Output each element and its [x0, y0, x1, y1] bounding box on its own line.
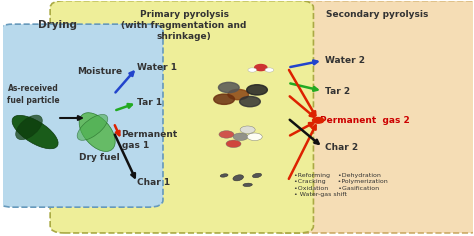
Circle shape: [233, 133, 248, 140]
Text: Water 2: Water 2: [325, 56, 365, 65]
Text: Tar 2: Tar 2: [325, 87, 350, 96]
Text: Water 1: Water 1: [137, 63, 177, 72]
Text: Char 2: Char 2: [325, 143, 358, 152]
Text: •Reforming    •Dehydration
•Cracking      •Polymerization
•Oxidation     •Gasifi: •Reforming •Dehydration •Cracking •Polym…: [294, 173, 387, 197]
Ellipse shape: [12, 115, 58, 149]
Circle shape: [219, 131, 234, 138]
Circle shape: [247, 133, 262, 140]
Text: Permanent
gas 1: Permanent gas 1: [122, 130, 178, 150]
Circle shape: [214, 94, 235, 104]
FancyBboxPatch shape: [50, 1, 313, 233]
Ellipse shape: [77, 114, 108, 140]
Text: Dry fuel: Dry fuel: [79, 153, 120, 162]
Text: Secondary pyrolysis: Secondary pyrolysis: [326, 10, 428, 19]
Text: Char 1: Char 1: [137, 178, 170, 187]
Text: As-received
fuel particle: As-received fuel particle: [8, 84, 60, 105]
Text: Tar 1: Tar 1: [137, 98, 162, 107]
Circle shape: [240, 97, 260, 107]
Circle shape: [219, 82, 239, 93]
Ellipse shape: [252, 174, 262, 177]
Circle shape: [246, 85, 267, 95]
FancyBboxPatch shape: [0, 24, 163, 207]
Circle shape: [240, 126, 255, 134]
Circle shape: [265, 68, 273, 72]
Circle shape: [312, 118, 324, 123]
Ellipse shape: [220, 174, 228, 177]
Circle shape: [226, 140, 241, 148]
Ellipse shape: [16, 115, 42, 140]
Text: Moisture: Moisture: [77, 67, 122, 76]
Text: Drying: Drying: [38, 20, 77, 30]
Text: Permanent  gas 2: Permanent gas 2: [320, 116, 410, 125]
Circle shape: [255, 64, 267, 71]
Circle shape: [248, 68, 256, 72]
Ellipse shape: [232, 176, 245, 180]
Circle shape: [228, 89, 248, 100]
Text: Primary pyrolysis
(with fragmentation and
shrinkage): Primary pyrolysis (with fragmentation an…: [121, 10, 247, 41]
FancyBboxPatch shape: [271, 1, 474, 233]
Ellipse shape: [79, 113, 115, 152]
Ellipse shape: [243, 183, 252, 186]
